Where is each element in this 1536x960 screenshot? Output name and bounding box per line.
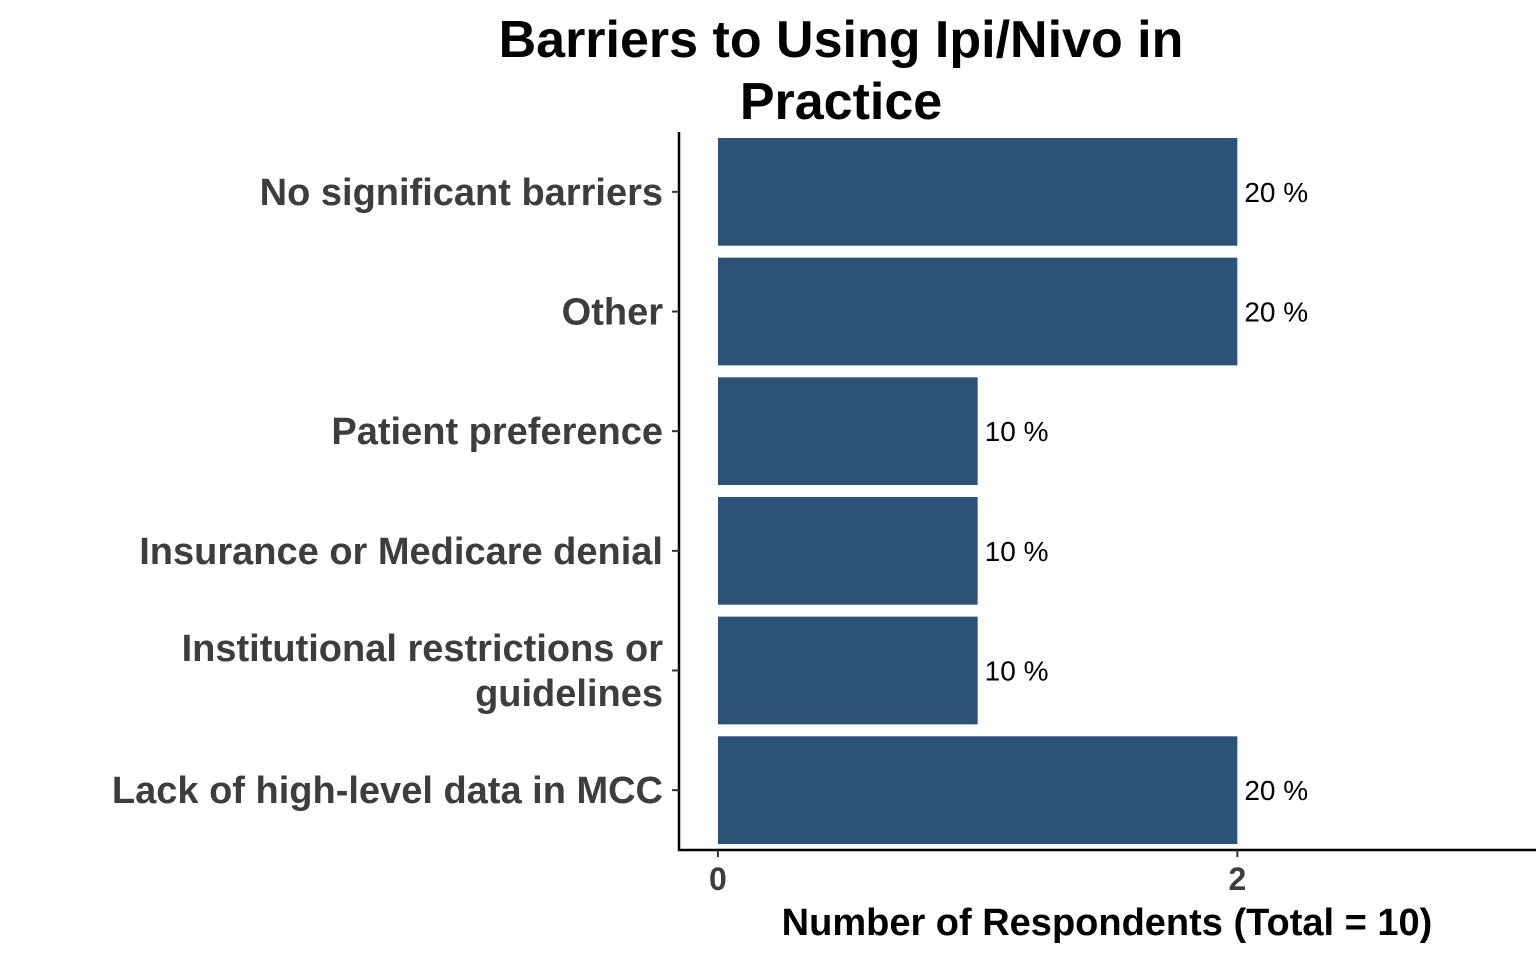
data-label: 10 % [985, 416, 1049, 447]
category-label: No significant barriers [260, 172, 663, 214]
category-label: Institutional restrictions or [182, 628, 664, 670]
x-tick-label: 0 [709, 861, 727, 897]
bar-group: 20 % 20 % 10 % 10 % 10 % 20 % [717, 137, 1308, 845]
category-label: Lack of high-level data in MCC [112, 770, 663, 812]
data-label: 10 % [985, 536, 1049, 567]
category-label: Insurance or Medicare denial [139, 531, 663, 573]
category-label: Patient preference [331, 411, 663, 453]
category-label: guidelines [475, 673, 663, 715]
bar [717, 257, 1238, 366]
bar [717, 377, 978, 486]
data-label: 20 % [1244, 177, 1308, 208]
bar [717, 137, 1238, 246]
x-axis-title: Number of Respondents (Total = 10) [782, 902, 1433, 944]
category-label: Other [562, 292, 664, 334]
x-tick-label: 2 [1228, 861, 1246, 897]
category-labels: No significant barriers Other Patient pref… [112, 172, 679, 812]
chart-title-line: Barriers to Using Ipi/Nivo in [499, 11, 1184, 69]
data-label: 10 % [985, 656, 1049, 687]
bar [717, 616, 978, 725]
chart-title-line: Practice [740, 73, 942, 131]
data-label: 20 % [1244, 297, 1308, 328]
bar [717, 496, 978, 605]
data-label: 20 % [1244, 775, 1308, 806]
bar [717, 736, 1238, 845]
axes [677, 132, 1536, 852]
